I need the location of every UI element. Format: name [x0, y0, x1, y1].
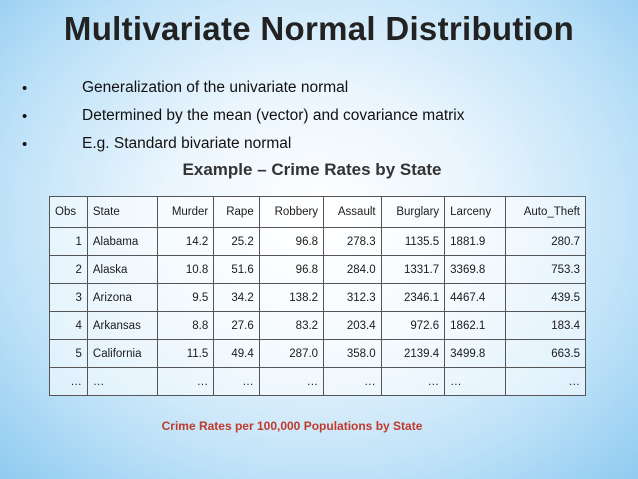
cell-robbery: 138.2	[258, 283, 325, 312]
crime-rates-table: Obs State Murder Rape Robbery Assault Bu…	[49, 196, 586, 396]
cell-state: Arizona	[86, 283, 159, 312]
cell-burglary: 1331.7	[380, 255, 446, 284]
cell-rape: 25.2	[213, 227, 260, 256]
cell-state: Arkansas	[86, 311, 159, 340]
table-row: 4 Arkansas 8.8 27.6 83.2 203.4 972.6 1862.1 183.…	[49, 311, 586, 340]
cell-murder: 9.5	[157, 283, 215, 312]
cell-robbery: 96.8	[258, 255, 325, 284]
cell-burglary: 2139.4	[380, 339, 446, 368]
cell-robbery: 83.2	[258, 311, 325, 340]
cell-assault: 312.3	[323, 283, 382, 312]
slide-title: Multivariate Normal Distribution	[63, 10, 575, 47]
cell-auto-theft: 280.7	[505, 227, 586, 256]
cell-assault: 278.3	[323, 227, 382, 256]
cell-burglary: 2346.1	[380, 283, 446, 312]
table-row: 5 California 11.5 49.4 287.0 358.0 2139.4 3499.…	[49, 339, 586, 368]
header-state: State	[86, 196, 159, 228]
cell-auto-theft: 183.4	[505, 311, 586, 340]
cell-robbery: 287.0	[258, 339, 325, 368]
cell-murder: 10.8	[157, 255, 215, 284]
cell-rape: 27.6	[213, 311, 260, 340]
cell-assault: …	[323, 367, 382, 396]
cell-burglary: 972.6	[380, 311, 446, 340]
cell-larceny: 3369.8	[444, 255, 507, 284]
cell-assault: 284.0	[323, 255, 382, 284]
cell-auto-theft: …	[505, 367, 586, 396]
table-body: 1 Alabama 14.2 25.2 96.8 278.3 1135.5 1881.9 280…	[49, 227, 586, 396]
bullet-item: • Generalization of the univariate norma…	[22, 74, 622, 102]
bullet-text: Generalization of the univariate normal	[82, 79, 349, 96]
header-rape: Rape	[213, 196, 260, 228]
cell-rape: 51.6	[213, 255, 260, 284]
cell-larceny: 3499.8	[444, 339, 507, 368]
cell-rape: 34.2	[213, 283, 260, 312]
table-title: Example – Crime Rates by State	[182, 160, 442, 179]
cell-murder: 8.8	[157, 311, 215, 340]
table-caption: Crime Rates per 100,000 Populations by S…	[161, 419, 423, 433]
cell-murder: 11.5	[157, 339, 215, 368]
cell-assault: 203.4	[323, 311, 382, 340]
cell-assault: 358.0	[323, 339, 382, 368]
cell-rape: 49.4	[213, 339, 260, 368]
bullet-item: • Determined by the mean (vector) and co…	[22, 102, 622, 130]
header-murder: Murder	[157, 196, 215, 228]
cell-state: …	[86, 367, 159, 396]
cell-larceny: 1862.1	[444, 311, 507, 340]
table-row: ………………………	[49, 367, 586, 396]
cell-burglary: …	[380, 367, 446, 396]
bullet-text: Determined by the mean (vector) and cova…	[82, 107, 465, 124]
table-header-row: Obs State Murder Rape Robbery Assault Bu…	[49, 196, 586, 228]
header-auto-theft: Auto_Theft	[505, 196, 586, 228]
cell-auto-theft: 439.5	[505, 283, 586, 312]
cell-murder: 14.2	[157, 227, 215, 256]
header-robbery: Robbery	[258, 196, 325, 228]
cell-larceny: 1881.9	[444, 227, 507, 256]
table-row: 2 Alaska 10.8 51.6 96.8 284.0 1331.7 3369.8 753.…	[49, 255, 586, 284]
cell-larceny: 4467.4	[444, 283, 507, 312]
table-row: 3 Arizona 9.5 34.2 138.2 312.3 2346.1 4467.4 439…	[49, 283, 586, 312]
cell-obs: 5	[49, 339, 88, 368]
header-burglary: Burglary	[380, 196, 446, 228]
bullet-list: • Generalization of the univariate norma…	[22, 74, 622, 158]
cell-auto-theft: 663.5	[505, 339, 586, 368]
bullet-item: • E.g. Standard bivariate normal	[22, 130, 622, 158]
bullet-icon: •	[22, 107, 28, 125]
cell-obs: 2	[49, 255, 88, 284]
bullet-text: E.g. Standard bivariate normal	[82, 135, 292, 152]
cell-auto-theft: 753.3	[505, 255, 586, 284]
bullet-icon: •	[22, 79, 28, 97]
cell-state: Alaska	[86, 255, 159, 284]
header-assault: Assault	[323, 196, 382, 228]
cell-state: Alabama	[86, 227, 159, 256]
cell-state: California	[86, 339, 159, 368]
table-row: 1 Alabama 14.2 25.2 96.8 278.3 1135.5 1881.9 280…	[49, 227, 586, 256]
cell-obs: 3	[49, 283, 88, 312]
header-obs: Obs	[49, 196, 88, 228]
cell-obs: …	[49, 367, 88, 396]
cell-obs: 1	[49, 227, 88, 256]
header-larceny: Larceny	[444, 196, 507, 228]
cell-murder: …	[157, 367, 215, 396]
cell-rape: …	[213, 367, 260, 396]
cell-obs: 4	[49, 311, 88, 340]
cell-robbery: …	[258, 367, 325, 396]
cell-robbery: 96.8	[258, 227, 325, 256]
cell-burglary: 1135.5	[380, 227, 446, 256]
bullet-icon: •	[22, 135, 28, 153]
cell-larceny: …	[444, 367, 507, 396]
